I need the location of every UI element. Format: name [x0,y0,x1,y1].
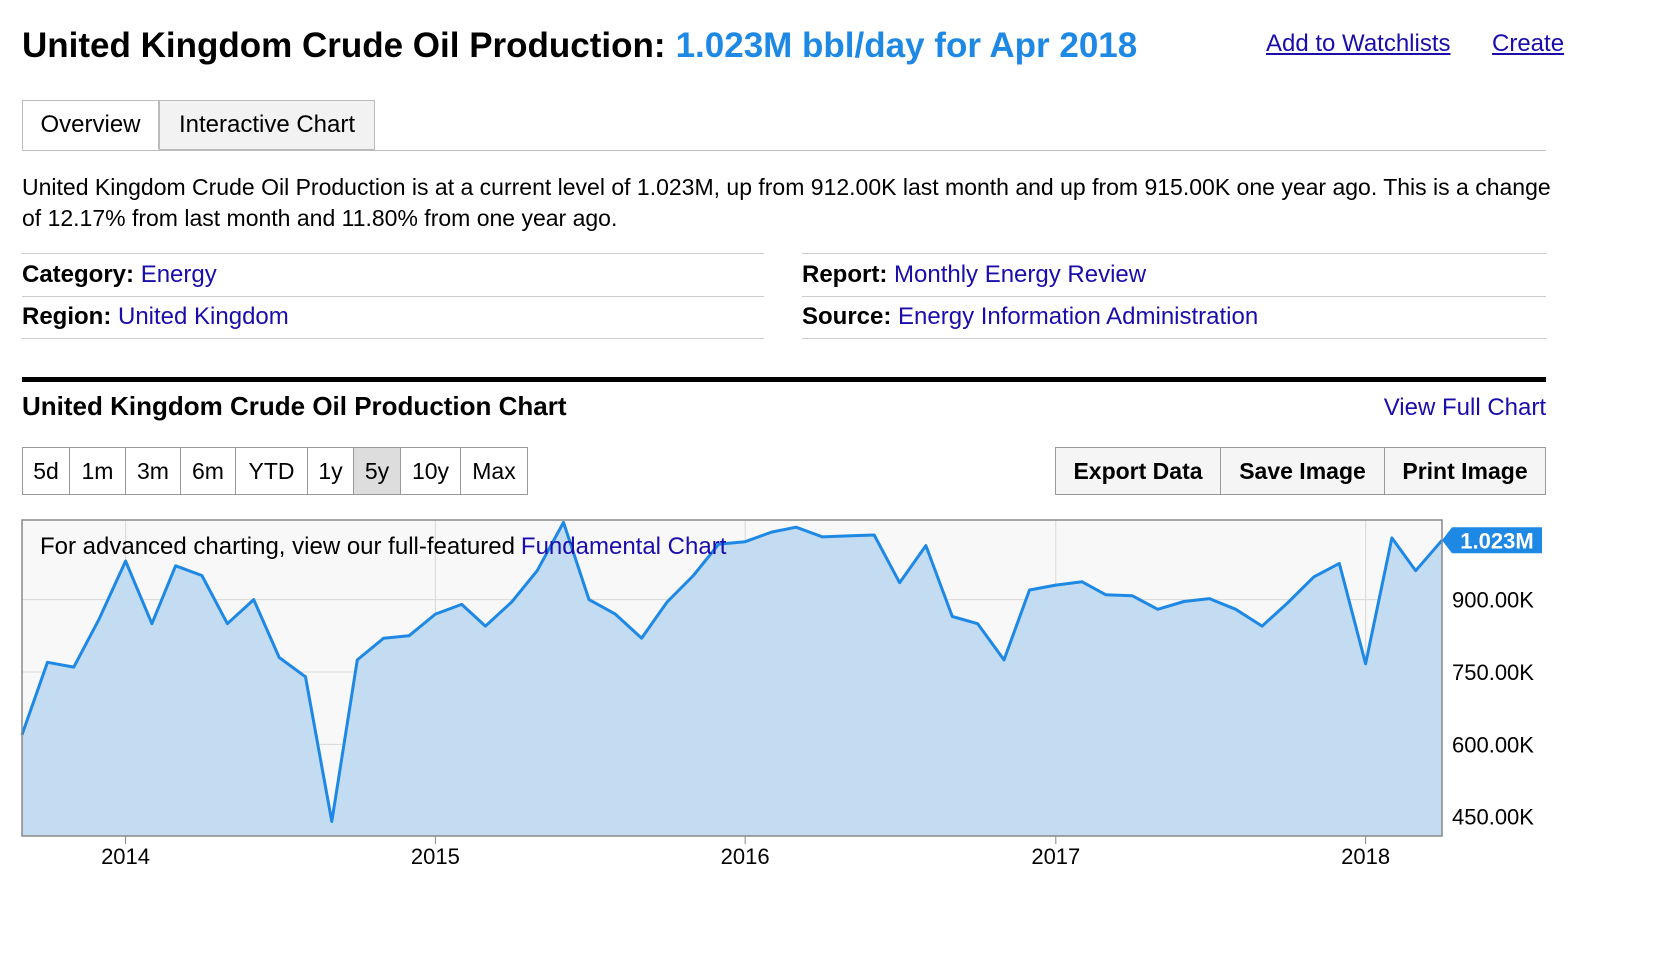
y-tick-label: 900.00K [1452,588,1534,613]
x-tick-label: 2018 [1341,844,1390,869]
range-3m-button[interactable]: 3m [126,448,181,494]
chart-note-text: For advanced charting, view our full-fea… [40,533,515,560]
last-value-badge [1442,527,1542,554]
print-image-button[interactable]: Print Image [1385,448,1545,494]
region-label: Region: [22,303,112,330]
export-data-button[interactable]: Export Data [1056,448,1221,494]
range-ytd-button[interactable]: YTD [236,448,308,494]
x-axis-ticks: 2014 2015 2016 2017 2018 [101,836,1390,869]
category-label: Category: [22,261,135,288]
last-value-marker: 1.023M [1442,527,1542,554]
meta-report: Report: Monthly Energy Review [802,253,1546,297]
range-10y-button[interactable]: 10y [401,448,461,494]
save-image-button[interactable]: Save Image [1221,448,1385,494]
series-area [22,522,1442,836]
range-1m-button[interactable]: 1m [70,448,126,494]
range-1y-button[interactable]: 1y [308,448,354,494]
series-line [20,520,1444,823]
meta-source: Source: Energy Information Administratio… [802,296,1546,339]
region-link[interactable]: United Kingdom [118,303,289,330]
range-selector: 5d 1m 3m 6m YTD 1y 5y 10y Max [22,447,528,495]
chart-actions: Export Data Save Image Print Image [1055,447,1546,495]
source-label: Source: [802,303,892,330]
tab-interactive-chart[interactable]: Interactive Chart [159,100,375,150]
report-link[interactable]: Monthly Energy Review [894,261,1147,288]
fundamental-chart-link[interactable]: Fundamental Chart [521,533,727,560]
x-tick-label: 2017 [1031,844,1080,869]
category-link[interactable]: Energy [140,261,217,288]
add-to-watchlists-link[interactable]: Add to Watchlists [1266,30,1451,57]
x-tick-label: 2014 [101,844,150,869]
chart-note: For advanced charting, view our full-fea… [40,533,727,560]
meta-region: Region: United Kingdom [22,296,764,339]
range-max-button[interactable]: Max [461,448,527,494]
x-tick-label: 2015 [411,844,460,869]
description-text: United Kingdom Crude Oil Production is a… [22,174,1551,231]
y-tick-label: 600.00K [1452,732,1534,757]
section-divider [22,377,1546,382]
tab-bar: Overview Interactive Chart [22,100,1546,151]
x-tick-label: 2016 [721,844,770,869]
range-5d-button[interactable]: 5d [23,448,70,494]
range-5y-button[interactable]: 5y [354,448,401,494]
create-link[interactable]: Create [1492,30,1565,57]
range-6m-button[interactable]: 6m [181,448,236,494]
meta-category: Category: Energy [22,253,764,297]
chart-section-title: United Kingdom Crude Oil Production Char… [22,391,567,421]
y-axis-ticks: 450.00K 600.00K 750.00K 900.00K [1452,588,1534,830]
tab-overview[interactable]: Overview [22,100,159,150]
source-link[interactable]: Energy Information Administration [898,303,1259,330]
report-label: Report: [802,261,888,288]
y-tick-label: 450.00K [1452,805,1534,830]
view-full-chart-link[interactable]: View Full Chart [1383,394,1546,421]
plot-frame [21,519,1443,837]
current-value: 1.023M bbl/day for Apr 2018 [675,26,1138,65]
title-text: United Kingdom Crude Oil Production: [22,26,666,65]
y-tick-label: 750.00K [1452,660,1534,685]
page-title: United Kingdom Crude Oil Production: 1.02… [22,26,1137,66]
last-value-label: 1.023M [1460,528,1533,553]
